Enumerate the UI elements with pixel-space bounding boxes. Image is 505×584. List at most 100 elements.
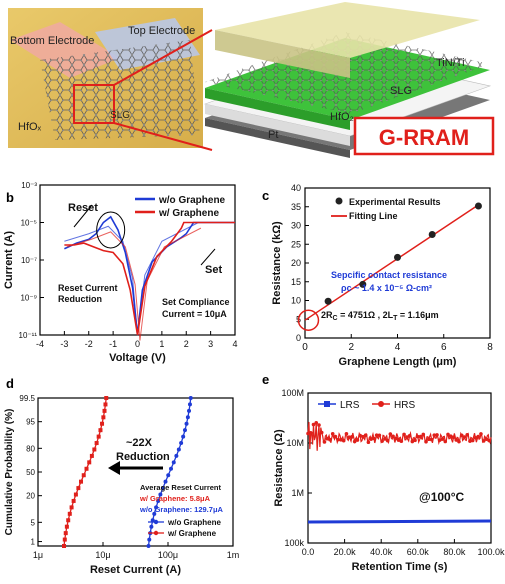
hrs-point bbox=[317, 423, 321, 427]
data-point-d bbox=[66, 518, 71, 523]
hrs-point bbox=[333, 434, 338, 439]
x-axis-label-b: Voltage (V) bbox=[109, 352, 166, 364]
subscript-c: C bbox=[333, 315, 338, 322]
data-point-d bbox=[187, 402, 192, 407]
data-point-d bbox=[98, 428, 103, 433]
x-tick-label-b: 2 bbox=[184, 339, 189, 349]
y-tick-label-c: 15 bbox=[291, 277, 301, 287]
legend-marker-d-1 bbox=[153, 530, 159, 536]
reset-circle-b bbox=[96, 211, 126, 249]
data-point-d bbox=[179, 441, 184, 446]
hrs-point bbox=[465, 433, 470, 437]
y-tick-label-d: 20 bbox=[26, 492, 35, 501]
hrs-point bbox=[399, 439, 404, 444]
fit-params-mid: = 4751Ω , 2L bbox=[338, 310, 394, 320]
legend-label-c-0: Experimental Results bbox=[349, 197, 441, 207]
hrs-point bbox=[380, 439, 384, 443]
legend-label-d-0: w/o Graphene bbox=[167, 518, 221, 527]
data-point-d bbox=[185, 415, 190, 420]
hrs-point bbox=[396, 438, 401, 442]
arrow-set bbox=[200, 248, 216, 266]
annotation-reduction-d: Reduction bbox=[116, 451, 170, 463]
fit-params-end: = 1.16μm bbox=[397, 310, 438, 320]
data-point-d bbox=[188, 396, 193, 400]
y-tick-label-c: 40 bbox=[291, 183, 301, 193]
hrs-point bbox=[407, 433, 412, 438]
hrs-point bbox=[308, 431, 313, 435]
hrs-point bbox=[476, 434, 480, 439]
hrs-point bbox=[418, 434, 423, 439]
schematic-left: Bottom Electrode Top Electrode SLG HfOₓ bbox=[8, 8, 203, 148]
label-slg-left: SLG bbox=[110, 110, 130, 121]
legend-label-d-1: w/ Graphene bbox=[167, 529, 217, 538]
hrs-point bbox=[341, 438, 346, 443]
legend-label-e-0: LRS bbox=[340, 400, 360, 411]
x-tick-label-e: 20.0k bbox=[334, 547, 357, 557]
data-point-d bbox=[81, 473, 86, 478]
y-tick-label-c: 30 bbox=[291, 221, 301, 231]
hrs-point bbox=[369, 437, 373, 441]
series-line-d-0 bbox=[63, 397, 107, 547]
data-point-d bbox=[102, 408, 107, 413]
annotation-temperature: @100°C bbox=[419, 490, 465, 504]
data-point-d bbox=[92, 447, 97, 452]
hrs-point bbox=[484, 437, 489, 441]
panel-letter-d: d bbox=[6, 376, 14, 391]
data-point-d bbox=[171, 460, 176, 465]
hrs-point bbox=[435, 433, 439, 437]
annotation-with-graphene: w/ Graphene: 5.8μA bbox=[139, 494, 211, 503]
hrs-point bbox=[388, 432, 393, 436]
hrs-point bbox=[325, 436, 330, 441]
data-point-d bbox=[71, 498, 76, 503]
hrs-point bbox=[339, 438, 343, 442]
hrs-point bbox=[328, 437, 332, 442]
hrs-point bbox=[377, 433, 382, 438]
hrs-point bbox=[454, 438, 459, 442]
legend-marker-e-0 bbox=[324, 401, 330, 407]
hrs-point bbox=[361, 434, 365, 439]
x-tick-label-c: 2 bbox=[348, 342, 354, 353]
y-tick-label-d: 95 bbox=[26, 418, 35, 427]
y-tick-label-b: 10⁻³ bbox=[21, 181, 37, 190]
y-tick-label-b: 10⁻⁵ bbox=[21, 219, 37, 228]
x-tick-label-c: 0 bbox=[302, 342, 308, 353]
data-point-c-0 bbox=[324, 297, 332, 305]
x-tick-label-e: 80.0k bbox=[443, 547, 466, 557]
hrs-point bbox=[311, 422, 316, 427]
hrs-point bbox=[322, 440, 327, 444]
x-tick-label-b: -4 bbox=[36, 339, 44, 349]
hrs-point bbox=[314, 420, 319, 425]
data-point-d bbox=[181, 434, 186, 439]
y-tick-label-b: 10⁻¹¹ bbox=[19, 331, 38, 340]
data-point-d bbox=[150, 518, 155, 523]
x-tick-label-e: 60.0k bbox=[407, 547, 430, 557]
data-point-d bbox=[147, 537, 152, 542]
hrs-point bbox=[363, 433, 368, 437]
data-point-c-2 bbox=[394, 253, 401, 261]
y-axis-label-e: Resistance (Ω) bbox=[273, 429, 285, 507]
hrs-point bbox=[424, 439, 428, 444]
hrs-point bbox=[429, 437, 434, 442]
data-point-d bbox=[160, 486, 165, 491]
hrs-point bbox=[426, 437, 431, 442]
hrs-point bbox=[459, 433, 464, 438]
hrs-point bbox=[306, 431, 310, 436]
x-tick-label-d: 1m bbox=[227, 550, 240, 560]
y-tick-label-d: 1 bbox=[31, 538, 36, 547]
hrs-point bbox=[350, 435, 354, 439]
data-point-d bbox=[87, 460, 92, 465]
y-tick-label-b: 10⁻⁹ bbox=[20, 294, 37, 303]
chart-iv-curve: -4 -3 -2 -1 0 1 2 3 4 10⁻¹¹ 10⁻⁹ 10⁻⁷ 10⁻⁵ 10⁻³ Voltag… bbox=[3, 181, 238, 364]
data-point-d bbox=[152, 511, 157, 516]
data-point-d bbox=[174, 453, 179, 458]
chart-cumulative-probability: 1μ 10μ 100μ 1m 1 5 20 50 80 95 99.5 Reset Current (… bbox=[4, 394, 239, 576]
hrs-point bbox=[394, 436, 398, 441]
plot-frame-e bbox=[307, 392, 492, 544]
y-tick-label-d: 80 bbox=[26, 444, 35, 453]
x-axis-label-d: Reset Current (A) bbox=[90, 564, 181, 576]
x-tick-label-b: 4 bbox=[232, 339, 237, 349]
panel-letter-e: e bbox=[262, 372, 269, 387]
annotation-fit-params: 2RC = 4751Ω , 2LT = 1.16μm bbox=[321, 310, 439, 322]
